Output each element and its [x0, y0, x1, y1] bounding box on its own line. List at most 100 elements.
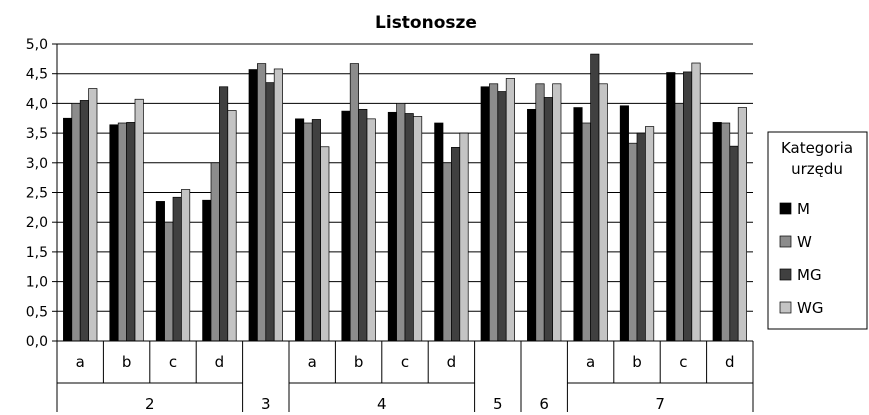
legend-title-line-1: Kategoria — [781, 139, 853, 157]
x-group-label: 2 — [145, 395, 155, 413]
x-sub-label: d — [725, 353, 735, 371]
bar-wg-13 — [691, 62, 701, 342]
bar-mg-10 — [543, 97, 553, 342]
y-tick-label: 0,5 — [26, 304, 48, 320]
y-tick-label: 1,5 — [26, 245, 48, 261]
bar-w-0 — [71, 103, 81, 342]
axis-layer: 0,0 0,5 1,0 1,5 2,0 2,5 3,0 3,5 4,0 4,5 5,0 a b c d a b c… — [26, 37, 754, 413]
bar-m-0 — [63, 117, 73, 342]
x-group-label: 5 — [493, 395, 503, 413]
bar-m-7 — [387, 111, 397, 342]
bar-w-7 — [396, 103, 406, 342]
bar-mg-4 — [265, 82, 275, 342]
bar-m-11 — [573, 107, 583, 342]
bar-wg-7 — [413, 116, 423, 342]
bar-mg-13 — [683, 71, 693, 342]
bar-wg-9 — [505, 78, 515, 342]
x-sub-label: d — [215, 353, 225, 371]
bar-wg-11 — [598, 83, 608, 342]
legend-swatch-mg — [779, 268, 792, 281]
legend-swatch-w — [779, 235, 792, 248]
legend-label-wg: WG — [797, 299, 823, 317]
bar-m-2 — [155, 201, 165, 342]
bar-w-5 — [303, 122, 313, 342]
legend: Kategoria urzędu MW MG WG — [767, 131, 868, 330]
x-group-label: 4 — [377, 395, 387, 413]
bar-w-4 — [257, 63, 267, 342]
legend-swatch-wg — [779, 301, 792, 314]
y-tick-label: 1,0 — [26, 275, 48, 291]
bar-w-6 — [349, 63, 359, 342]
y-tick-label: 2,0 — [26, 215, 48, 231]
bar-mg-8 — [451, 147, 461, 342]
y-tick-label: 4,0 — [26, 96, 48, 112]
x-group-label: 6 — [539, 395, 549, 413]
legend-label-m: M — [797, 200, 810, 218]
bar-m-13 — [666, 72, 676, 342]
x-group-label: 7 — [655, 395, 665, 413]
bar-m-6 — [341, 110, 351, 342]
x-sub-label: b — [632, 353, 642, 371]
bar-m-12 — [619, 105, 629, 342]
bar-w-9 — [489, 83, 499, 342]
x-sub-label: a — [308, 353, 317, 371]
legend-swatch-m — [779, 202, 792, 215]
chart-title: Listonosze — [375, 13, 477, 33]
bar-m-10 — [527, 108, 537, 342]
bars-layer — [63, 53, 747, 342]
bar-w-2 — [164, 221, 174, 342]
bar-w-3 — [210, 162, 220, 342]
bar-w-10 — [535, 83, 545, 342]
bar-mg-14 — [729, 145, 739, 342]
x-sub-label: c — [169, 353, 177, 371]
bar-w-12 — [628, 142, 638, 342]
bar-w-11 — [581, 122, 591, 342]
bar-m-14 — [712, 122, 722, 342]
bar-wg-12 — [645, 126, 655, 342]
bar-m-5 — [295, 118, 305, 342]
bar-m-8 — [434, 122, 444, 342]
bar-wg-0 — [88, 88, 98, 342]
bar-mg-12 — [636, 132, 646, 342]
bar-wg-5 — [320, 146, 330, 342]
bar-w-1 — [117, 122, 127, 342]
legend-label-w: W — [797, 233, 812, 251]
bar-w-13 — [674, 103, 684, 342]
bar-wg-2 — [181, 189, 191, 342]
bar-mg-2 — [172, 196, 182, 342]
bar-w-14 — [721, 122, 731, 342]
x-sub-label: b — [122, 353, 132, 371]
x-sub-label: b — [354, 353, 364, 371]
bar-mg-3 — [219, 86, 229, 342]
bar-w-8 — [442, 162, 452, 342]
x-sub-label: d — [447, 353, 457, 371]
legend-box — [767, 131, 868, 330]
bar-mg-6 — [358, 108, 368, 342]
bar-wg-4 — [273, 68, 283, 342]
y-tick-label: 3,0 — [26, 156, 48, 172]
y-tick-label: 2,5 — [26, 186, 48, 202]
y-tick-label: 0,0 — [26, 334, 48, 350]
x-sub-label: c — [679, 353, 687, 371]
x-sub-label: a — [76, 353, 85, 371]
x-sub-label: a — [586, 353, 595, 371]
x-group-label: 3 — [261, 395, 271, 413]
bar-mg-5 — [311, 119, 321, 342]
y-tick-label: 3,5 — [26, 126, 48, 142]
bar-m-1 — [109, 124, 119, 342]
bar-mg-1 — [126, 122, 136, 342]
bar-wg-6 — [366, 118, 376, 342]
bar-mg-0 — [79, 100, 89, 342]
bar-mg-11 — [590, 53, 600, 342]
bar-wg-8 — [459, 132, 469, 342]
y-tick-label: 4,5 — [26, 67, 48, 83]
y-tick-label: 5,0 — [26, 37, 48, 53]
bar-m-4 — [248, 69, 258, 342]
bar-wg-10 — [552, 83, 562, 342]
legend-label-mg: MG — [797, 266, 822, 284]
bar-m-9 — [480, 86, 490, 342]
bar-wg-3 — [227, 110, 237, 342]
bar-m-3 — [202, 199, 212, 342]
bar-wg-1 — [134, 98, 144, 342]
